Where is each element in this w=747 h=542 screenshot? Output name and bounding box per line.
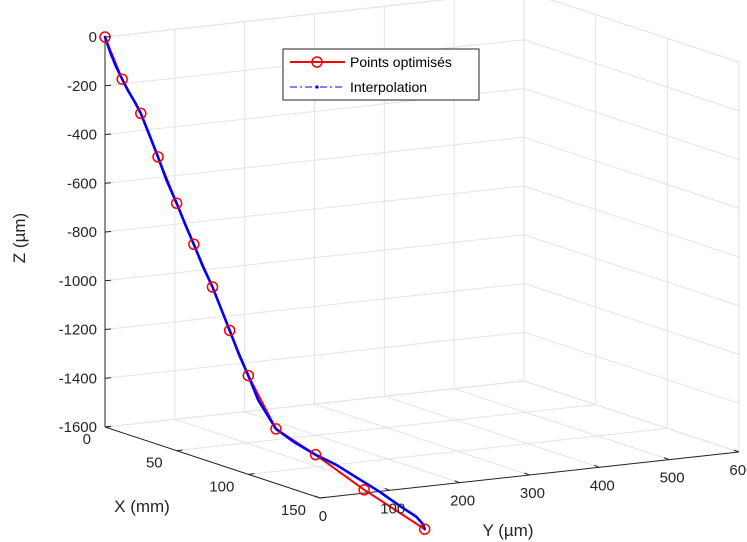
y-tick-label: 0	[319, 508, 327, 525]
data-point	[116, 73, 128, 85]
grid-line-y	[523, 380, 740, 453]
y-tick-label: 500	[660, 470, 685, 487]
y-tick-label: 400	[590, 477, 615, 494]
y-tick-mark	[733, 449, 740, 453]
data-point	[418, 523, 431, 535]
grid-line-y	[174, 418, 390, 491]
z-tick-label: -600	[67, 175, 97, 192]
grid-line-z	[523, 39, 740, 112]
x-tick-mark	[104, 425, 112, 428]
z-tick-label: -400	[67, 127, 97, 144]
grid-line-z	[523, 234, 740, 307]
grid-line-y	[453, 388, 670, 461]
grid-line-x	[248, 427, 668, 475]
grid-line-y	[314, 403, 530, 476]
z-tick-label: -200	[67, 78, 97, 95]
z-tick-label: -1000	[59, 273, 97, 290]
x-tick-mark	[176, 449, 183, 452]
y-tick-label: 100	[380, 500, 405, 517]
y-tick-label: 300	[520, 485, 545, 502]
x-tick-label: 0	[83, 431, 91, 448]
z-tick-mark	[104, 377, 112, 379]
y-tick-mark	[384, 487, 390, 491]
x-tick-label: 50	[146, 455, 163, 472]
z-tick-mark	[104, 84, 112, 87]
box-edge	[549, 0, 740, 63]
grid-line-z	[523, 88, 740, 160]
y-axis-label: Y (µm)	[482, 521, 533, 540]
data-point	[188, 238, 200, 251]
x-tick-mark	[319, 496, 327, 499]
grid-line-z	[549, 0, 740, 63]
legend: Points optimisés Interpolation	[282, 48, 480, 101]
z-tick-mark	[104, 36, 112, 38]
z-tick-mark	[104, 231, 112, 233]
z-tick-mark	[104, 328, 112, 330]
legend-marker-points	[311, 56, 323, 68]
z-tick-label: -1600	[59, 419, 97, 436]
grid-line-y	[244, 411, 460, 484]
y-tick-mark	[663, 457, 670, 461]
z-tick-label: 0	[89, 29, 97, 46]
data-point	[270, 423, 282, 435]
grid-line-x	[176, 404, 596, 452]
data-point	[152, 151, 164, 163]
z-tick-mark	[104, 182, 112, 184]
z-tick-label: -1200	[59, 322, 97, 339]
y-tick-mark	[524, 472, 530, 476]
y-tick-mark	[594, 464, 600, 468]
data-point	[223, 324, 236, 337]
legend-label-interp: Interpolation	[350, 79, 427, 95]
grid-line-z	[523, 185, 740, 258]
legend-label-points: Points optimisés	[350, 54, 452, 70]
grid-line-z	[523, 136, 740, 209]
z-tick-label: -1400	[59, 370, 97, 387]
data-point	[309, 448, 322, 461]
y-tick-mark	[454, 480, 460, 484]
x-tick-mark	[248, 473, 255, 475]
grid-line-y	[384, 395, 600, 468]
data-point	[206, 281, 219, 293]
ticks-layer: 0-200-400-600-800-1000-1200-1400-1600050…	[59, 29, 747, 525]
data-point	[242, 369, 255, 382]
z-axis-label: Z (µm)	[10, 213, 29, 263]
box-edge	[104, 0, 447, 38]
series-layer	[99, 31, 431, 535]
grid-line-x	[104, 380, 525, 428]
series-line-interpolation	[103, 35, 426, 531]
y-tick-mark	[314, 495, 321, 499]
x-axis-label: X (mm)	[114, 497, 170, 516]
y-tick-label: 600	[729, 462, 747, 479]
data-point	[170, 197, 183, 210]
grid-line-z	[523, 331, 740, 404]
z-tick-mark	[104, 133, 112, 135]
z-tick-label: -800	[67, 224, 97, 241]
x-tick-label: 150	[281, 502, 306, 519]
legend-marker-interp	[315, 85, 319, 89]
grid-line-z	[523, 283, 740, 355]
data-point	[135, 107, 147, 120]
data-point	[358, 484, 370, 496]
z-tick-mark	[104, 279, 112, 282]
x-tick-label: 100	[209, 478, 234, 495]
x-axis-line	[104, 426, 321, 499]
y-tick-label: 200	[450, 493, 475, 510]
